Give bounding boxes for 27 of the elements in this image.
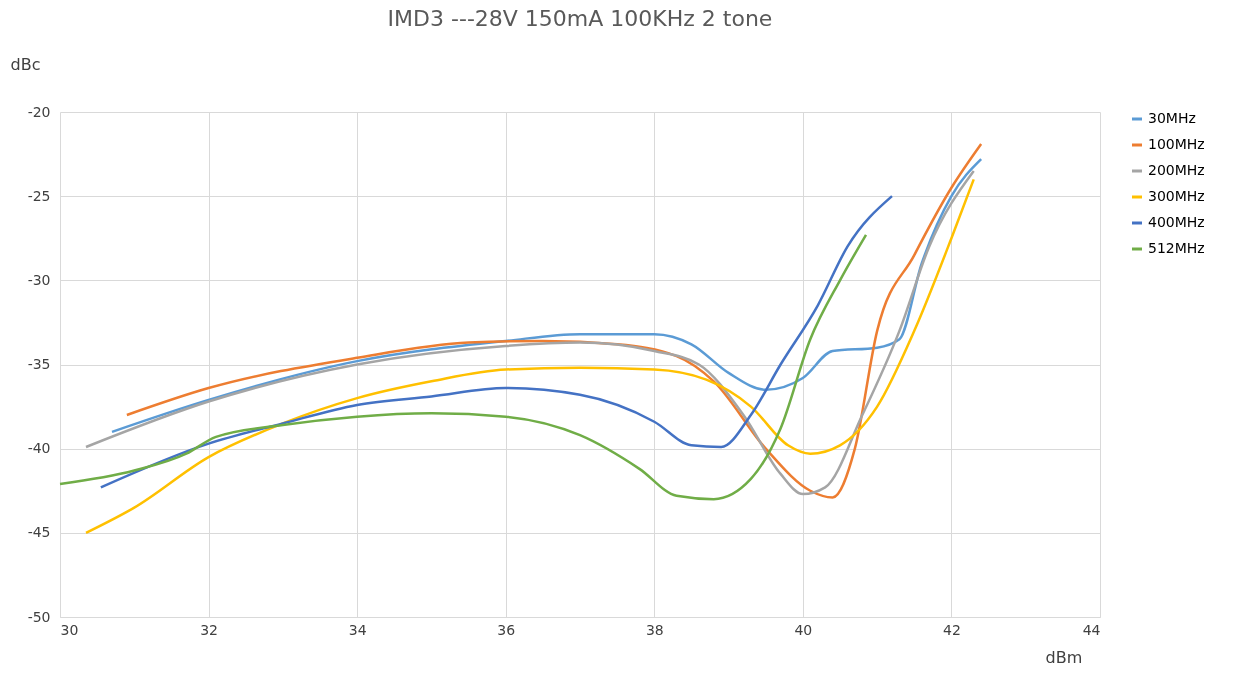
legend-label: 400MHz (1148, 214, 1205, 230)
x-tick-label: 34 (348, 621, 367, 638)
line-series (58, 233, 868, 501)
y-tick-label: -35 (27, 356, 51, 372)
y-tick-label: -40 (27, 440, 51, 457)
y-tick-label: -25 (27, 187, 51, 204)
x-tick-label: 38 (645, 621, 664, 638)
legend-label: 200MHz (1148, 162, 1205, 178)
y-tick-label: -20 (27, 103, 51, 120)
chart-title: IMD3 ---28V 150mA 100KHz 2 tone (387, 6, 773, 31)
legend-label: 100MHz (1148, 136, 1205, 152)
x-tick-label: 44 (1082, 621, 1101, 638)
x-tick-label: 36 (497, 621, 516, 638)
legend-label: 300MHz (1148, 188, 1205, 204)
y-tick-label: -30 (27, 271, 51, 288)
x-tick-label: 42 (943, 621, 961, 638)
line-series (99, 194, 894, 489)
x-tick-label: 30 (60, 621, 79, 638)
x-axis-title: dBm (1045, 647, 1083, 667)
line-series (110, 157, 983, 434)
legend-label: 512MHz (1148, 240, 1205, 256)
y-tick-label: -45 (27, 524, 51, 541)
y-tick-label: -50 (27, 608, 51, 625)
legend-label: 30MHz (1148, 110, 1196, 126)
y-axis-title: dBc (10, 54, 41, 74)
x-tick-label: 32 (200, 621, 218, 638)
x-tick-label: 40 (794, 621, 813, 638)
